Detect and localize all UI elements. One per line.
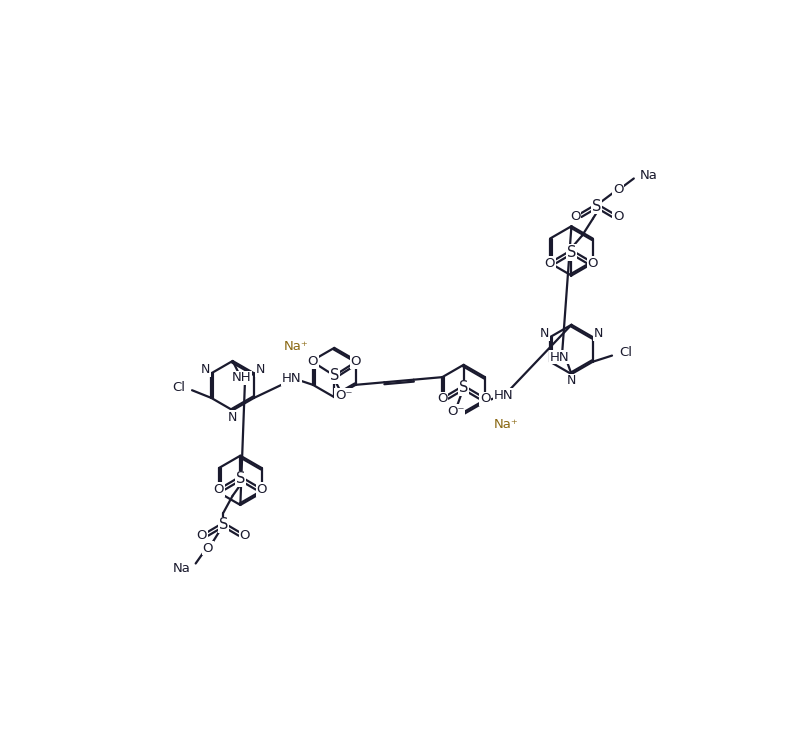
Text: Na⁺: Na⁺ — [493, 418, 518, 432]
Text: Cl: Cl — [172, 380, 185, 394]
Text: S: S — [459, 380, 468, 395]
Text: Na: Na — [640, 169, 658, 182]
Text: Na⁺: Na⁺ — [284, 340, 308, 353]
Text: Cl: Cl — [619, 346, 632, 359]
Text: N: N — [594, 327, 603, 340]
Text: O: O — [308, 355, 318, 369]
Text: HN: HN — [282, 372, 301, 385]
Text: O: O — [480, 392, 490, 405]
Text: S: S — [236, 471, 245, 486]
Text: O: O — [351, 355, 361, 369]
Text: NH: NH — [232, 372, 252, 384]
Text: S: S — [219, 517, 228, 533]
Text: O: O — [240, 529, 250, 542]
Text: HN: HN — [550, 351, 569, 363]
Text: O: O — [570, 210, 581, 224]
Text: O⁻: O⁻ — [335, 389, 352, 402]
Text: O: O — [613, 210, 624, 224]
Text: O: O — [197, 529, 207, 542]
Text: Na: Na — [173, 562, 191, 574]
Text: S: S — [592, 198, 602, 214]
Text: O: O — [544, 256, 555, 270]
Text: N: N — [228, 411, 237, 424]
Text: N: N — [539, 327, 549, 340]
Text: N: N — [255, 363, 265, 376]
Text: HN: HN — [493, 389, 514, 402]
Text: O: O — [202, 542, 213, 554]
Text: O: O — [437, 392, 447, 405]
Text: N: N — [567, 374, 576, 388]
Text: S: S — [330, 368, 339, 383]
Text: S: S — [567, 245, 576, 260]
Text: O⁻: O⁻ — [447, 404, 465, 418]
Text: O: O — [613, 183, 624, 195]
Text: O: O — [588, 256, 599, 270]
Text: N: N — [201, 363, 210, 376]
Text: O: O — [257, 483, 267, 496]
Text: O: O — [214, 483, 224, 496]
